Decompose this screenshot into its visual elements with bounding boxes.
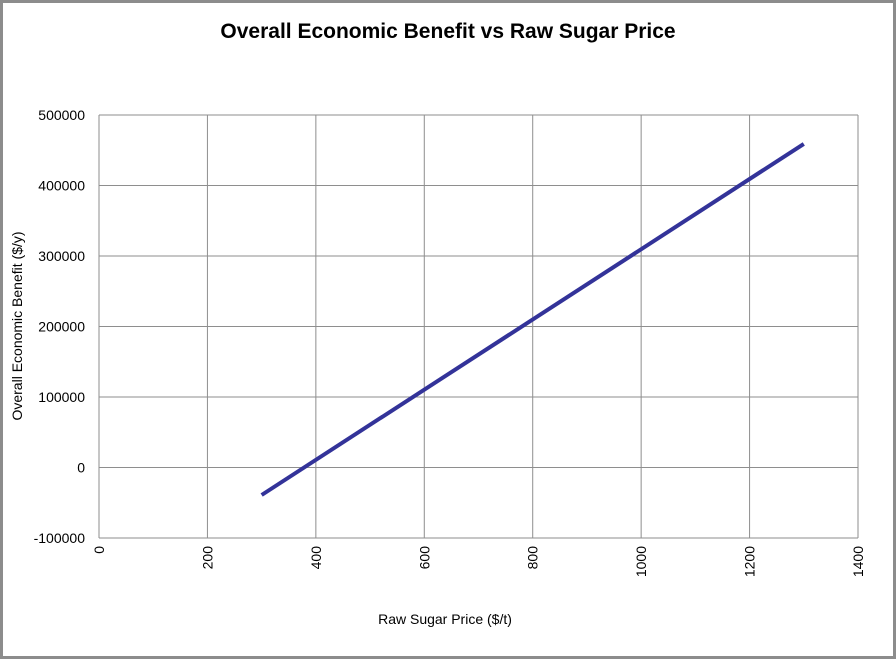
y-tick-label: 100000 <box>38 389 85 405</box>
x-tick-label: 800 <box>525 546 541 570</box>
y-tick-label: 300000 <box>38 248 85 264</box>
y-tick-label: 400000 <box>38 178 85 194</box>
x-tick-label: 0 <box>91 546 107 554</box>
y-tick-label: 500000 <box>38 107 85 123</box>
x-tick-labels: 0 200 400 600 800 1000 1200 1400 <box>91 546 866 577</box>
chart-title: Overall Economic Benefit vs Raw Sugar Pr… <box>220 20 676 43</box>
x-tick-label: 200 <box>199 546 215 570</box>
y-tick-labels: 500000 400000 300000 200000 100000 0 -100000 <box>34 107 86 546</box>
x-tick-label: 400 <box>308 546 324 570</box>
series-line <box>260 142 805 497</box>
y-tick-label: 0 <box>77 460 85 476</box>
x-axis-label: Raw Sugar Price ($/t) <box>378 611 512 627</box>
x-tick-label: 1000 <box>633 546 649 577</box>
y-tick-label: 200000 <box>38 319 85 335</box>
x-tick-label: 1200 <box>742 546 758 577</box>
x-tick-label: 600 <box>416 546 432 570</box>
x-tick-label: 1400 <box>850 546 866 577</box>
y-axis-label: Overall Economic Benefit ($/y) <box>9 231 25 420</box>
series-group <box>260 142 805 497</box>
grid-lines <box>98 114 859 539</box>
y-tick-label: -100000 <box>34 530 86 546</box>
